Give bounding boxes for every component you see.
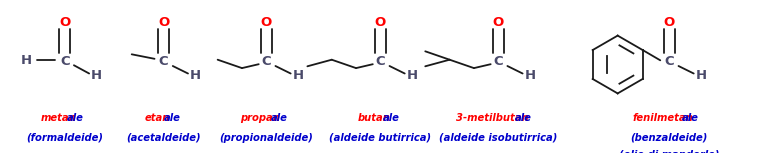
Text: C: C xyxy=(60,55,70,68)
Text: H: H xyxy=(293,69,304,82)
Text: H: H xyxy=(21,54,33,67)
Text: H: H xyxy=(190,69,201,82)
Text: (aldeide isobutirrica): (aldeide isobutirrica) xyxy=(439,133,557,143)
Text: metan: metan xyxy=(40,114,76,123)
Text: ale: ale xyxy=(271,114,287,123)
Text: C: C xyxy=(159,55,168,68)
Text: C: C xyxy=(664,55,674,68)
Text: (benzaldeide): (benzaldeide) xyxy=(631,133,708,143)
Text: O: O xyxy=(261,16,272,29)
Text: (propionaldeide): (propionaldeide) xyxy=(220,133,314,143)
Text: ale: ale xyxy=(682,114,699,123)
Text: O: O xyxy=(663,16,675,29)
Text: O: O xyxy=(375,16,386,29)
Text: 3-metilbutan: 3-metilbutan xyxy=(456,114,528,123)
Text: C: C xyxy=(262,55,271,68)
Text: H: H xyxy=(696,69,707,82)
Text: H: H xyxy=(525,69,535,82)
Text: ale: ale xyxy=(515,114,532,123)
Text: propan: propan xyxy=(240,114,280,123)
Text: (formaldeide): (formaldeide) xyxy=(26,133,103,143)
Text: butan: butan xyxy=(358,114,390,123)
Text: ale: ale xyxy=(67,114,84,123)
Text: C: C xyxy=(376,55,385,68)
Text: C: C xyxy=(494,55,503,68)
Text: H: H xyxy=(91,69,102,82)
Text: ale: ale xyxy=(383,114,400,123)
Text: ale: ale xyxy=(164,114,181,123)
Text: (olio di mandorle): (olio di mandorle) xyxy=(619,149,719,153)
Text: O: O xyxy=(158,16,169,29)
Text: etan: etan xyxy=(144,114,170,123)
Text: (acetaldeide): (acetaldeide) xyxy=(126,133,201,143)
Text: (aldeide butirrica): (aldeide butirrica) xyxy=(329,133,431,143)
Text: O: O xyxy=(59,16,71,29)
Text: fenilmetan: fenilmetan xyxy=(632,114,694,123)
Text: H: H xyxy=(407,69,418,82)
Text: O: O xyxy=(493,16,504,29)
